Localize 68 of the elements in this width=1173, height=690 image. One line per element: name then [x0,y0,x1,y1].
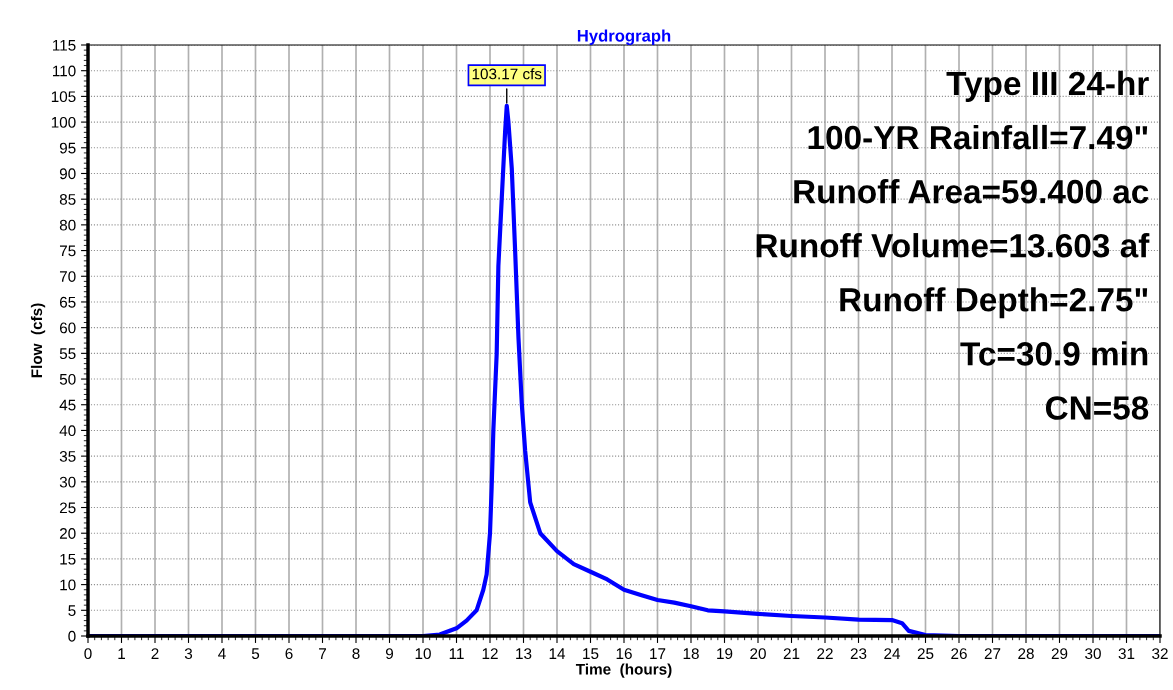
y-tick-label: 20 [59,528,76,539]
x-tick-label: 2 [151,648,159,659]
x-tick-label: 22 [817,648,833,659]
x-tick-label: 8 [352,648,360,660]
x-tick-label: 12 [482,648,498,659]
y-tick-label: 30 [59,476,76,488]
x-tick-label: 31 [1118,648,1135,660]
y-tick-label: 50 [59,373,76,385]
annotation: 100-YR Rainfall=7.49" [808,124,1148,150]
annotation: Type III 24-hr [946,70,1149,102]
y-tick-label: 105 [51,91,76,103]
x-tick-label: 26 [951,648,967,660]
x-tick-label: 0 [84,648,92,660]
annotation: Tc=30.9 min [960,341,1148,366]
x-tick-label: 24 [884,648,901,659]
y-tick-label: 5 [68,605,76,616]
y-tick-label: 40 [59,425,76,437]
y-tick-label: 25 [59,502,76,514]
x-tick-label: 11 [449,648,464,659]
annotation: CN=58 [1045,396,1149,420]
x-tick-label: 10 [415,648,431,660]
x-tick-label: 23 [850,648,867,660]
x-tick-label: 20 [750,648,766,660]
x-tick-label: 16 [616,648,632,660]
x-tick-label: 32 [1152,648,1168,660]
y-tick-label: 90 [59,168,76,180]
annotation: 103.17 cfs [472,68,542,80]
y-tick-label: 15 [60,553,76,565]
y-tick-label: 85 [59,194,76,205]
x-tick-label: 6 [285,648,293,660]
y-tick-label: 10 [60,579,76,591]
x-tick-label: 15 [583,648,599,660]
x-tick-label: 4 [218,648,226,659]
y-tick-label: 45 [59,399,76,411]
x-tick-label: 1 [118,648,125,659]
x-tick-label: 29 [1051,648,1068,660]
y-tick-label: 95 [59,142,76,154]
x-tick-label: 5 [251,648,260,660]
y-tick-label: 110 [53,65,76,77]
x-tick-label: 25 [917,648,934,660]
x-tick-label: 17 [650,648,666,659]
y-tick-label: 60 [59,322,76,334]
x-tick-label: 14 [549,648,566,659]
x-tick-label: 28 [1018,648,1034,660]
y-tick-label: 75 [59,245,76,257]
x-tick-label: 27 [984,648,1001,659]
y-axis-title: Flow (cfs) [30,303,46,378]
annotation: Runoff Depth=2.75" [840,287,1148,319]
x-tick-label: 18 [683,648,699,660]
y-tick-label: 0 [68,630,76,642]
y-tick-label: 115 [53,40,76,51]
x-tick-label: 30 [1085,648,1101,660]
annotation: Runoff Volume=13.603 af [756,233,1150,258]
y-tick-label: 70 [59,271,76,282]
x-axis-title: Time (hours) [575,663,672,678]
y-tick-label: 55 [59,348,76,360]
x-tick-label: 19 [717,648,733,660]
chart-title: Hydrograph [577,29,671,45]
x-tick-label: 21 [783,648,800,659]
x-tick-label: 3 [184,648,193,660]
x-tick-label: 9 [385,648,394,660]
x-tick-label: 7 [319,648,326,659]
annotation: Runoff Area=59.400 ac [794,178,1149,204]
x-tick-label: 13 [516,648,532,660]
y-tick-label: 80 [59,219,76,231]
y-tick-label: 35 [59,451,76,462]
y-tick-label: 65 [59,296,76,308]
y-tick-label: 100 [51,116,76,128]
